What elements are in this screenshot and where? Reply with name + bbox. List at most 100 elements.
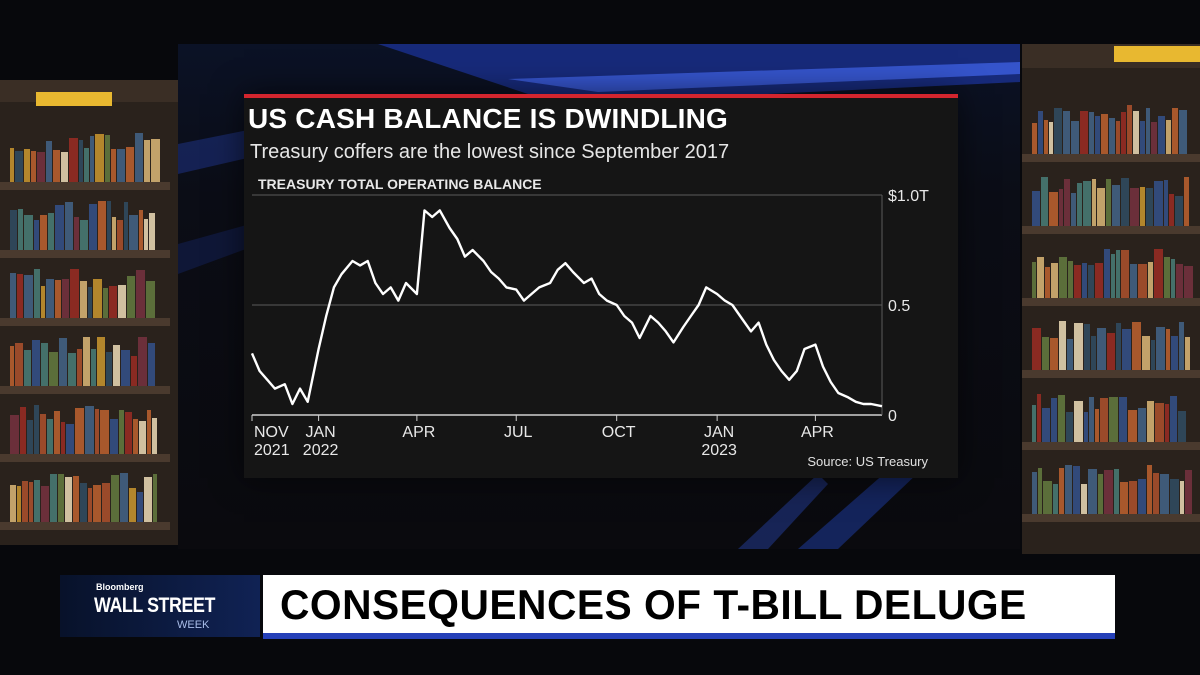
book-spine — [1042, 408, 1050, 442]
book-spine — [91, 349, 96, 386]
x-tick-year-label: 2021 — [254, 442, 290, 459]
book-spine — [1128, 410, 1137, 442]
book-spine — [1038, 468, 1042, 514]
book-spine — [61, 422, 65, 454]
book-spine — [74, 217, 79, 250]
book-spine — [1059, 257, 1067, 298]
book-spine — [1185, 470, 1192, 514]
book-spine — [1166, 329, 1170, 370]
book-spine — [34, 405, 39, 454]
book-spine — [1184, 177, 1189, 226]
book-spine — [1164, 180, 1168, 226]
book-spine — [93, 279, 102, 318]
book-spine — [93, 485, 101, 522]
book-spine — [1082, 263, 1087, 298]
book-spine — [139, 210, 143, 250]
book-spine — [1138, 408, 1146, 442]
book-spine — [1077, 183, 1082, 226]
book-spine — [55, 205, 64, 250]
book-spine — [1041, 177, 1048, 226]
shelf-plank — [1022, 514, 1200, 522]
book-spine — [1066, 412, 1073, 442]
book-spine — [1130, 188, 1139, 226]
book-spine — [70, 269, 79, 318]
book-spine — [1059, 321, 1066, 370]
book-spine — [1032, 328, 1041, 370]
x-tick-label: APR — [801, 424, 834, 441]
book-spine — [1050, 338, 1058, 370]
book-spine — [113, 345, 120, 386]
book-spine — [119, 410, 124, 454]
book-spine — [1074, 323, 1083, 370]
book-spine — [73, 476, 79, 522]
book-spine — [1175, 196, 1183, 226]
book-spine — [1071, 193, 1076, 226]
book-spine — [34, 220, 39, 250]
book-spine — [1112, 185, 1120, 226]
book-spine — [65, 477, 72, 522]
book-spine — [1054, 108, 1062, 154]
logo-week: WEEK — [177, 619, 210, 631]
book-spine — [153, 474, 157, 522]
book-spine — [1038, 111, 1043, 154]
book-spine — [1063, 111, 1070, 154]
book-spine — [1156, 327, 1165, 370]
book-spine — [55, 280, 61, 318]
lamp-icon — [1114, 46, 1200, 62]
book-spine — [24, 275, 33, 318]
x-tick-label: JUL — [504, 424, 533, 441]
book-spine — [146, 281, 155, 318]
book-spine — [1042, 337, 1049, 370]
x-tick-label: APR — [402, 424, 435, 441]
book-spine — [1032, 191, 1040, 226]
book-spine — [80, 220, 88, 250]
book-spine — [29, 482, 33, 522]
book-spine — [17, 274, 23, 318]
book-spine — [88, 488, 92, 522]
y-tick-label: 0.5 — [888, 298, 910, 315]
book-spine — [1170, 396, 1177, 442]
book-spine — [109, 286, 117, 318]
book-spine — [1121, 178, 1129, 226]
book-spine — [118, 285, 126, 318]
book-spine — [22, 481, 28, 522]
book-spine — [1032, 262, 1036, 298]
book-spine — [1171, 259, 1175, 298]
book-spine — [1178, 411, 1186, 442]
book-spine — [1114, 469, 1119, 514]
book-spine — [148, 343, 155, 386]
x-tick-label: OCT — [602, 424, 636, 441]
book-spine — [135, 133, 143, 182]
book-spine — [41, 343, 48, 386]
book-spine — [1068, 261, 1073, 298]
shelf-plank — [1022, 154, 1200, 162]
book-spine — [1032, 472, 1037, 514]
book-spine — [40, 414, 46, 454]
book-spine — [144, 477, 152, 522]
book-spine — [1089, 397, 1094, 442]
book-spine — [1170, 479, 1179, 514]
book-spine — [1147, 465, 1152, 514]
book-spine — [83, 337, 90, 386]
book-spine — [1129, 481, 1137, 514]
book-spine — [124, 202, 128, 250]
x-tick-year-label: 2022 — [303, 442, 339, 459]
book-spine — [79, 140, 83, 182]
book-spine — [151, 139, 160, 182]
shelf-plank — [0, 250, 170, 258]
book-spine — [80, 281, 87, 318]
book-spine — [1106, 179, 1111, 226]
book-spine — [32, 340, 40, 386]
book-spine — [34, 269, 40, 318]
book-spine — [1147, 401, 1154, 442]
book-spine — [34, 480, 40, 522]
book-spine — [1127, 105, 1132, 154]
book-spine — [89, 204, 97, 250]
book-spine — [59, 338, 67, 386]
book-spine — [47, 419, 53, 454]
book-spine — [84, 148, 89, 182]
x-tick-year-label: 2023 — [701, 442, 737, 459]
book-spine — [1092, 179, 1096, 226]
book-spine — [1184, 266, 1193, 298]
